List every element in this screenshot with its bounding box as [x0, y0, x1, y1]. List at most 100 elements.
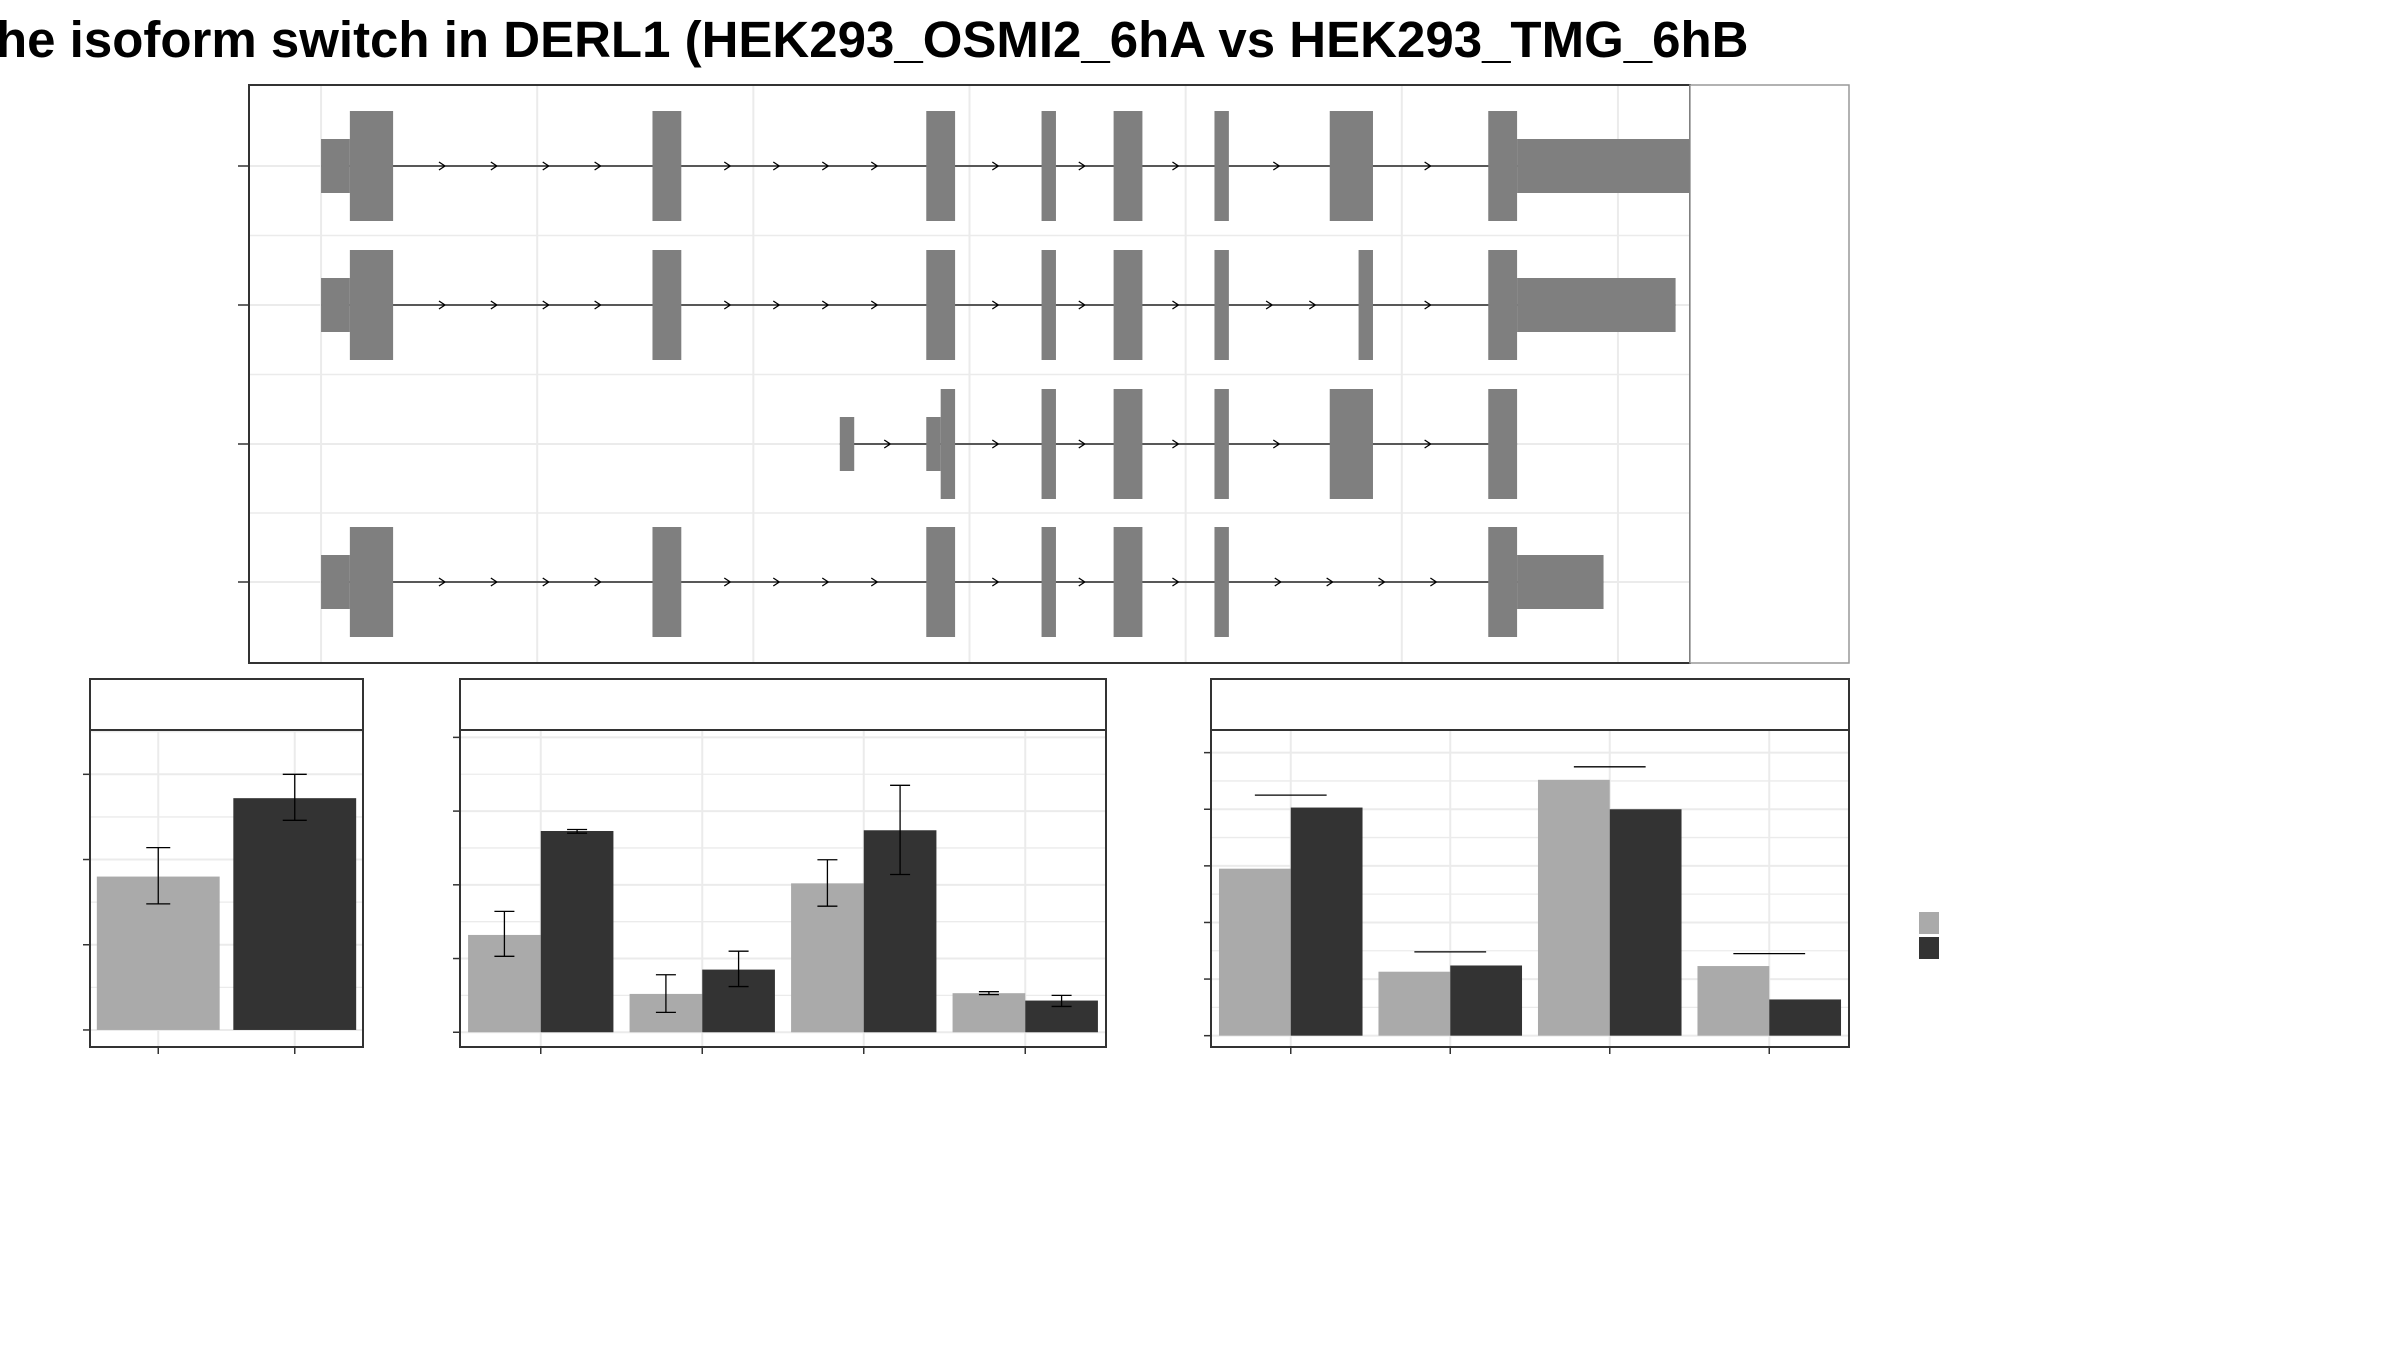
facet-strip: [1689, 84, 1850, 664]
intron-direction-arrow: [1172, 577, 1180, 587]
bar: [1697, 966, 1770, 1036]
intron-direction-arrow: [1274, 577, 1282, 587]
exon-cds: [1329, 389, 1373, 499]
facet-strip: [1210, 678, 1850, 731]
exon-cds: [349, 111, 394, 221]
intron-direction-arrow: [1424, 439, 1432, 449]
intron-direction-arrow: [438, 300, 447, 310]
bar: [1290, 807, 1363, 1036]
exon-cds: [1214, 389, 1229, 499]
intron-direction-arrow: [723, 300, 732, 310]
intron-direction-arrow: [870, 300, 879, 310]
bar: [952, 993, 1026, 1033]
exon-cds: [1113, 111, 1143, 221]
exon-utr: [839, 417, 855, 471]
intron-direction-arrow: [490, 300, 499, 310]
facet-strip: [459, 678, 1107, 731]
exon-cds: [349, 527, 394, 637]
intron-direction-arrow: [870, 577, 879, 587]
exon-cds: [1041, 389, 1056, 499]
intron-direction-arrow: [1272, 439, 1281, 449]
intron-direction-arrow: [1378, 577, 1386, 587]
intron-direction-arrow: [542, 577, 550, 587]
exon-cds: [1488, 527, 1518, 637]
exon-cds: [1214, 111, 1229, 221]
exon-utr: [321, 139, 350, 193]
exon-cds: [1214, 250, 1229, 360]
exon-cds: [926, 527, 956, 637]
intron-direction-arrow: [1078, 577, 1086, 587]
exon-cds: [1041, 527, 1056, 637]
intron-direction-arrow: [438, 161, 447, 171]
intron-direction-arrow: [870, 161, 879, 171]
exon-cds: [1113, 389, 1143, 499]
exon-cds: [1041, 250, 1056, 360]
intron-direction-arrow: [1272, 161, 1281, 171]
intron-direction-arrow: [594, 577, 602, 587]
intron-direction-arrow: [991, 577, 1000, 587]
intron-direction-arrow: [821, 161, 830, 171]
intron-direction-arrow: [723, 577, 732, 587]
bar: [1378, 971, 1451, 1036]
exon-cds: [1358, 250, 1373, 360]
exon-utr: [321, 555, 350, 609]
intron-direction-arrow: [772, 300, 781, 310]
exon-utr: [1517, 555, 1604, 609]
bar: [1537, 779, 1610, 1036]
intron-direction-arrow: [1078, 439, 1086, 449]
intron-direction-arrow: [594, 161, 602, 171]
exon-cds: [1041, 111, 1056, 221]
exon-cds: [926, 250, 956, 360]
exon-cds: [1214, 527, 1229, 637]
exon-cds: [652, 527, 682, 637]
intron-direction-arrow: [438, 577, 447, 587]
intron-direction-arrow: [991, 439, 1000, 449]
exon-cds: [1113, 527, 1143, 637]
intron-direction-arrow: [542, 161, 550, 171]
bar: [1450, 965, 1523, 1036]
intron-direction-arrow: [991, 300, 1000, 310]
intron-direction-arrow: [772, 161, 781, 171]
intron-direction-arrow: [1424, 161, 1432, 171]
intron-direction-arrow: [883, 439, 892, 449]
intron-direction-arrow: [594, 300, 602, 310]
legend-key: [1919, 937, 1939, 959]
intron-direction-arrow: [1308, 300, 1317, 310]
exon-cds: [652, 111, 682, 221]
exon-cds: [1488, 111, 1518, 221]
intron-direction-arrow: [821, 300, 830, 310]
exon-cds: [1329, 111, 1373, 221]
bar: [233, 798, 357, 1030]
exon-cds: [652, 250, 682, 360]
bar: [540, 830, 614, 1033]
facet-strip: [89, 678, 364, 731]
intron-direction-arrow: [991, 161, 1000, 171]
exon-cds: [1113, 250, 1143, 360]
legend-key: [1919, 912, 1939, 934]
exon-cds: [926, 111, 956, 221]
intron-direction-arrow: [1172, 300, 1180, 310]
exon-cds: [1488, 389, 1518, 499]
intron-direction-arrow: [1078, 161, 1086, 171]
intron-direction-arrow: [1326, 577, 1334, 587]
intron-direction-arrow: [723, 161, 732, 171]
intron-direction-arrow: [1172, 439, 1180, 449]
bar: [1769, 999, 1842, 1036]
exon-utr: [321, 278, 350, 332]
intron-direction-arrow: [821, 577, 830, 587]
exon-cds: [940, 389, 956, 499]
intron-direction-arrow: [490, 577, 499, 587]
intron-direction-arrow: [490, 161, 499, 171]
figure-title: he isoform switch in DERL1 (HEK293_OSMI2…: [0, 11, 1748, 68]
exon-utr: [1517, 278, 1676, 332]
bar: [1609, 809, 1682, 1036]
exon-utr: [926, 417, 941, 471]
intron-direction-arrow: [1265, 300, 1274, 310]
intron-direction-arrow: [772, 577, 781, 587]
intron-direction-arrow: [1078, 300, 1086, 310]
intron-direction-arrow: [1172, 161, 1180, 171]
intron-direction-arrow: [1430, 577, 1438, 587]
bar: [1218, 868, 1291, 1036]
exon-cds: [1488, 250, 1518, 360]
